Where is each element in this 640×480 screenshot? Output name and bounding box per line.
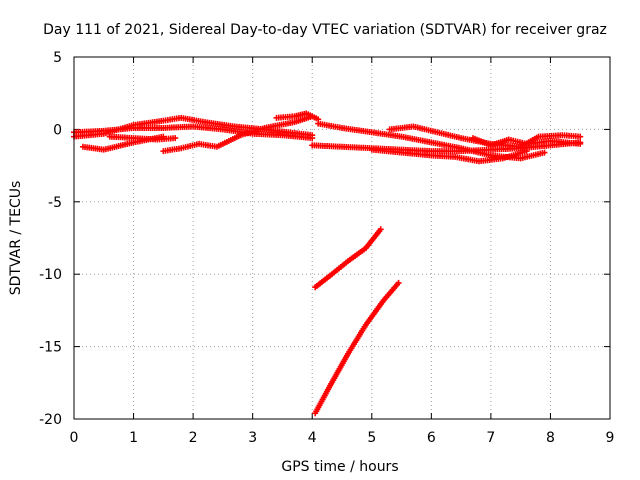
y-tick-label: 5 (53, 50, 62, 66)
x-tick-label: 7 (486, 430, 495, 446)
data-point (377, 226, 384, 233)
data-point (172, 135, 179, 142)
y-tick-label: -5 (48, 195, 62, 211)
y-axis-label: SDTVAR / TECUs (8, 181, 24, 296)
data-point (523, 148, 530, 155)
x-tick-label: 2 (189, 430, 198, 446)
plot-border (73, 56, 611, 420)
series-arc-10 (368, 146, 530, 165)
series-arc-5 (160, 113, 316, 155)
series-arc-11 (470, 135, 584, 149)
series-arc-1 (71, 123, 316, 142)
data-points (71, 110, 584, 417)
series-arc-2 (71, 114, 316, 140)
y-tick-label: 0 (53, 122, 62, 138)
data-point (541, 149, 548, 156)
x-tick-label: 8 (546, 430, 555, 446)
x-tick-label: 3 (248, 430, 257, 446)
series-arc-8 (315, 120, 548, 162)
data-point (309, 132, 316, 139)
y-tick-label: -10 (39, 267, 62, 283)
y-tick-label: -20 (39, 412, 62, 428)
y-tick-label: -15 (39, 340, 62, 356)
x-tick-label: 1 (129, 430, 138, 446)
x-tick-label: 6 (427, 430, 436, 446)
data-point (577, 133, 584, 140)
series-arc-12 (312, 226, 384, 291)
data-point (395, 279, 402, 286)
data-point (577, 140, 584, 147)
series-arc-4 (106, 133, 179, 143)
chart-title: Day 111 of 2021, Sidereal Day-to-day VTE… (43, 22, 607, 38)
x-tick-label: 0 (70, 430, 79, 446)
series-arc-13 (312, 279, 402, 417)
x-tick-label: 4 (308, 430, 317, 446)
x-axis-label: GPS time / hours (281, 459, 398, 475)
x-tick-label: 5 (367, 430, 376, 446)
x-tick-label: 9 (606, 430, 615, 446)
axis-ticks: 0 1 2 3 4 5 6 7 8 9 5 0 -5 -10 -15 -20 (39, 50, 614, 446)
series-arc-9 (386, 123, 584, 150)
